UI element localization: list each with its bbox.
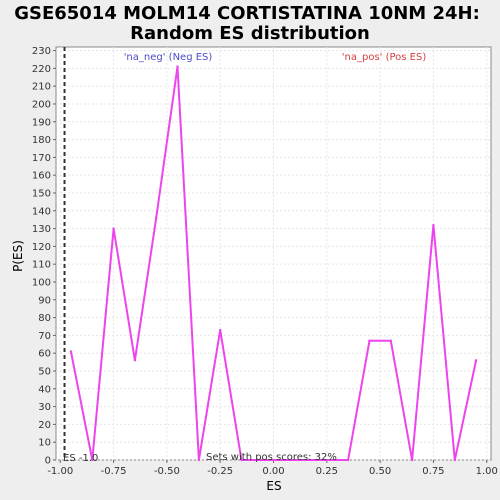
y-tick-label: 20 (38, 420, 51, 431)
data-point (197, 458, 201, 462)
y-tick-label: 130 (32, 224, 51, 235)
series-layer (69, 65, 478, 462)
data-point (346, 458, 350, 462)
es-distribution-line (69, 66, 478, 461)
y-tick-label: 170 (32, 153, 51, 164)
grid (56, 47, 491, 461)
es-reference-label: ES -1.0 (63, 453, 98, 464)
chart-title-line-2: Random ES distribution (130, 23, 370, 44)
y-tick-label: 160 (32, 171, 51, 182)
x-tick-label: -0.25 (207, 466, 233, 477)
y-tick-label: 50 (38, 366, 51, 377)
data-point (176, 65, 179, 68)
y-tick-label: 200 (32, 99, 51, 110)
data-point (474, 359, 478, 362)
legend-pos-es: 'na_pos' (Pos ES) (342, 52, 427, 63)
y-tick-label: 150 (32, 188, 51, 199)
y-tick-label: 90 (38, 295, 51, 306)
x-tick-label: 0.75 (422, 466, 444, 477)
y-tick-label: 0 (45, 456, 51, 467)
y-tick-label: 230 (32, 46, 51, 57)
y-tick-label: 220 (32, 64, 51, 75)
data-point (368, 339, 371, 342)
data-point (389, 339, 392, 342)
y-tick-label: 40 (38, 384, 51, 395)
data-point (133, 359, 137, 362)
y-tick-label: 10 (38, 438, 51, 449)
data-point (218, 328, 222, 332)
x-tick-label: -0.50 (154, 466, 180, 477)
y-tick-label: 110 (32, 260, 51, 271)
y-tick-label: 70 (38, 331, 51, 342)
data-point (240, 458, 243, 462)
y-axis-label: P(ES) (11, 240, 25, 272)
x-axis-label: ES (266, 479, 281, 493)
y-tick-label: 210 (32, 82, 51, 93)
y-tick-label: 100 (32, 277, 51, 288)
data-point (69, 350, 73, 353)
data-point (410, 458, 414, 462)
chart-title-line-1: GSE65014 MOLM14 CORTISTATINA 10NM 24H: (14, 3, 480, 24)
x-tick-label: -1.00 (47, 466, 73, 477)
x-tick-label: 1.00 (476, 466, 498, 477)
legend-neg-es: 'na_neg' (Neg ES) (124, 52, 213, 63)
x-tick-label: 0.25 (316, 466, 338, 477)
y-tick-label: 180 (32, 135, 51, 146)
y-tick-label: 60 (38, 349, 51, 360)
y-tick-label: 30 (38, 402, 51, 413)
x-tick-label: 0.00 (262, 466, 284, 477)
y-tick-label: 120 (32, 242, 51, 253)
data-point (432, 223, 435, 227)
axes: 0 10 20 30 40 50 60 70 80 90 100 110 120 130 140 150 160… (32, 46, 498, 477)
x-tick-label: 0.50 (369, 466, 391, 477)
data-point (453, 458, 456, 462)
y-tick-label: 140 (32, 206, 51, 217)
y-tick-label: 80 (38, 313, 51, 324)
data-point (155, 216, 158, 220)
data-point (91, 458, 94, 462)
pos-scores-annotation: Sets with pos scores: 32% (206, 452, 337, 463)
x-tick-label: -0.75 (101, 466, 127, 477)
y-tick-label: 190 (32, 117, 51, 128)
data-point (112, 227, 115, 230)
